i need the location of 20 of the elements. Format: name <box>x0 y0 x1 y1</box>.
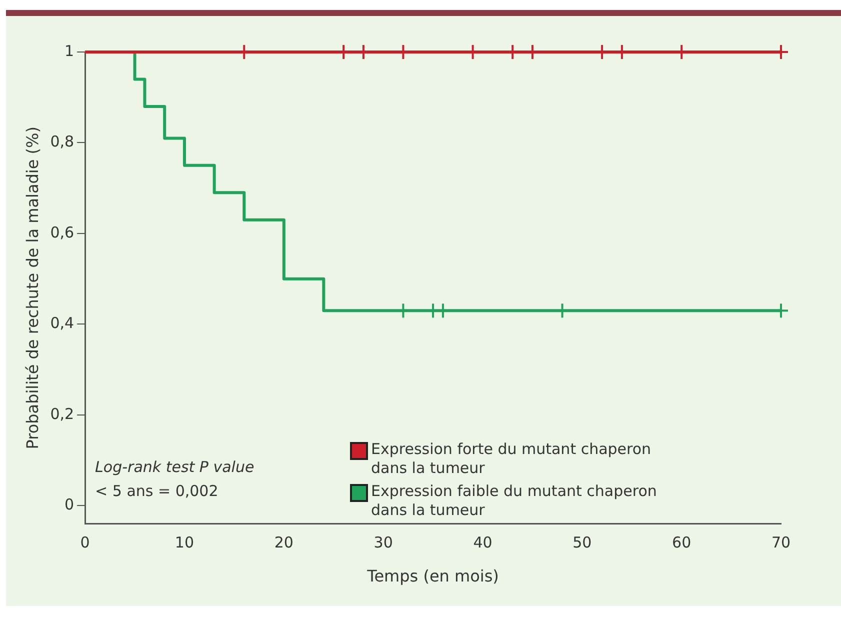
x-axis-title: Temps (en mois) <box>366 566 499 586</box>
x-tick-label: 20 <box>274 534 294 552</box>
y-tick-label: 0,2 <box>50 404 74 423</box>
x-tick-label: 70 <box>771 534 791 552</box>
y-axis-title: Probabilité de rechute de la maladie (%) <box>22 126 42 450</box>
x-tick-label: 10 <box>174 534 194 552</box>
x-tick-label: 0 <box>80 534 90 552</box>
annotation: Log-rank test P value <box>95 458 254 476</box>
x-tick-label: 60 <box>672 534 692 552</box>
y-tick-label: 0,6 <box>50 223 74 242</box>
annotation: < 5 ans = 0,002 <box>95 482 218 500</box>
y-tick-label: 1 <box>64 42 74 60</box>
y-tick-label: 0 <box>64 496 74 514</box>
x-tick-label: 50 <box>572 534 592 552</box>
y-tick-label: 0,8 <box>50 132 74 151</box>
y-tick-label: 0,4 <box>50 314 74 332</box>
x-tick-label: 40 <box>473 534 492 552</box>
legend-label: Expression faible du mutant chaperon dans la tumeur <box>371 482 658 520</box>
x-tick-label: 30 <box>374 534 393 552</box>
legend-label: Expression forte du mutant chaperon dans la tumeur <box>371 440 652 478</box>
